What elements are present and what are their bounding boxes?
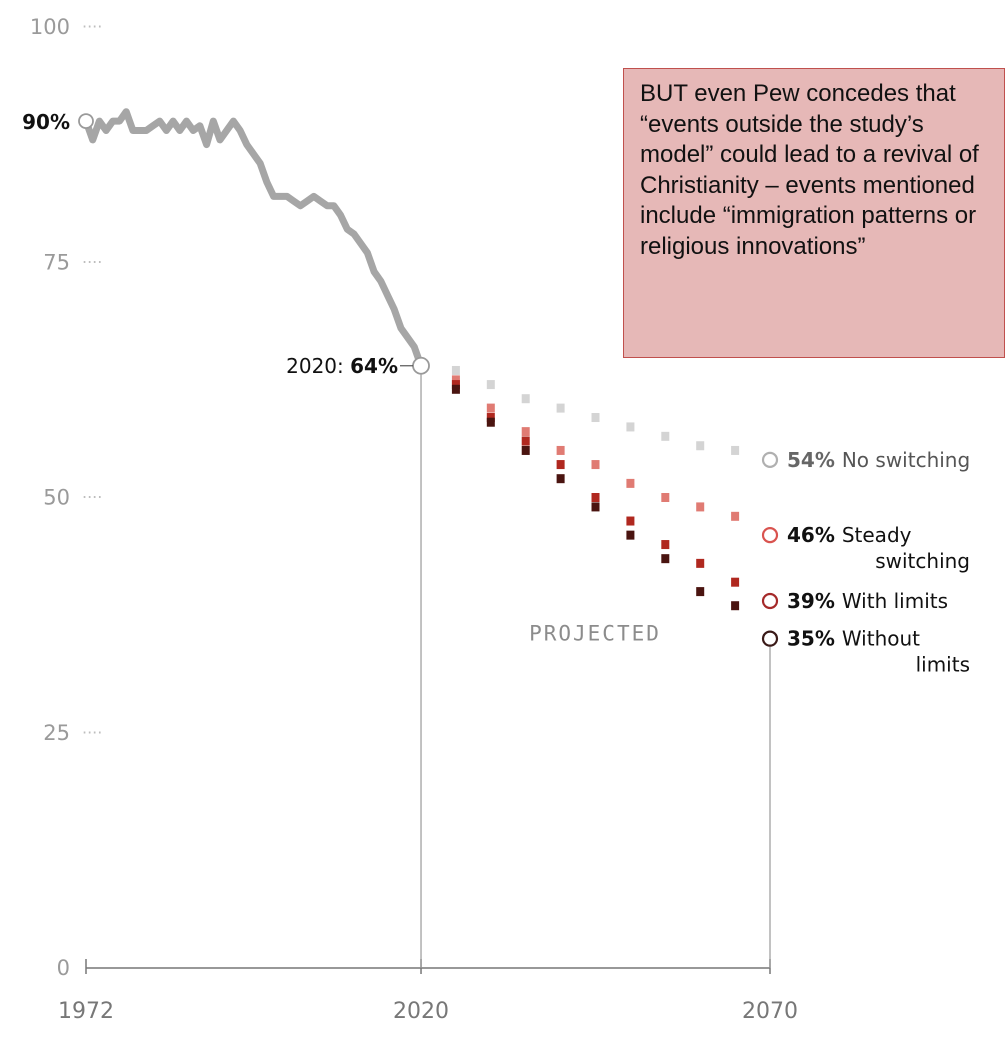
y-tick-label: 25 bbox=[43, 721, 70, 745]
y-axis-ticks: 100 ···· 75 ···· 50 ···· 25 ···· 0 bbox=[30, 15, 102, 980]
series-no-switching bbox=[451, 365, 779, 468]
projection-point bbox=[486, 417, 495, 427]
series-end-value: 46% bbox=[787, 523, 842, 547]
projection-point bbox=[626, 530, 635, 540]
projection-point bbox=[731, 601, 740, 611]
projection-point bbox=[626, 422, 635, 432]
x-tick-label: 2070 bbox=[742, 999, 798, 1024]
end-marker bbox=[761, 527, 779, 544]
series-end-label: 54% No switching bbox=[787, 448, 970, 472]
y-tick-dots: ···· bbox=[82, 488, 102, 507]
y-tick-label: 0 bbox=[57, 956, 70, 980]
projection-point bbox=[661, 554, 670, 564]
y-tick-label: 100 bbox=[30, 15, 70, 39]
series-end-label: 46% Steady bbox=[787, 523, 912, 547]
projection-point bbox=[556, 403, 565, 413]
historical-series bbox=[78, 108, 430, 375]
series-name-line2: limits bbox=[916, 653, 970, 677]
series-end-value: 39% bbox=[787, 589, 842, 613]
projection-point bbox=[451, 380, 460, 390]
callout-text: BUT even Pew concedes that “events outsi… bbox=[640, 80, 979, 260]
label-2020: 2020: 64% bbox=[286, 354, 398, 378]
projection-point bbox=[661, 431, 670, 441]
projection-point bbox=[661, 540, 670, 550]
historical-line bbox=[82, 108, 425, 370]
projection-point bbox=[591, 460, 600, 470]
start-marker bbox=[78, 113, 94, 129]
projection-point bbox=[731, 445, 740, 455]
series-name: With limits bbox=[842, 589, 948, 613]
y-tick-label: 75 bbox=[43, 250, 70, 274]
series-end-label: 35% Without bbox=[787, 627, 920, 651]
series-with-limits bbox=[451, 380, 779, 610]
label-2020-prefix: 2020: bbox=[286, 354, 350, 378]
projection-point bbox=[696, 441, 705, 451]
label-2020-value: 64% bbox=[350, 354, 398, 378]
series-end-label: 39% With limits bbox=[787, 589, 948, 613]
projection-point bbox=[626, 478, 635, 488]
marker-2020 bbox=[412, 356, 430, 375]
projection-point bbox=[521, 394, 530, 404]
series-name: Steady bbox=[842, 523, 912, 547]
start-value-label: 90% bbox=[22, 110, 70, 134]
projection-point bbox=[556, 460, 565, 470]
projection-point bbox=[486, 380, 495, 390]
projection-point bbox=[521, 436, 530, 446]
projection-point bbox=[591, 502, 600, 512]
projection-point bbox=[451, 365, 460, 375]
y-tick-label: 50 bbox=[43, 486, 70, 510]
projection-point bbox=[626, 516, 635, 526]
projection-series bbox=[451, 365, 779, 647]
projection-point bbox=[696, 502, 705, 512]
projection-point bbox=[486, 413, 495, 423]
axes: 1972 2020 2070 bbox=[58, 373, 798, 1024]
series-end-value: 35% bbox=[787, 627, 842, 651]
y-tick-dots: ···· bbox=[82, 723, 102, 742]
projection-point bbox=[451, 384, 460, 394]
callout-box: BUT even Pew concedes that “events outsi… bbox=[623, 68, 1005, 358]
projection-point bbox=[731, 577, 740, 587]
end-marker bbox=[761, 451, 779, 468]
projection-point bbox=[486, 403, 495, 413]
projection-point bbox=[591, 493, 600, 502]
projection-point bbox=[556, 445, 565, 455]
y-tick-dots: ···· bbox=[82, 252, 102, 271]
projection-point bbox=[731, 511, 740, 521]
series-without bbox=[451, 384, 779, 647]
projection-point bbox=[696, 587, 705, 597]
projection-point bbox=[521, 427, 530, 437]
projection-point bbox=[591, 413, 600, 423]
series-name: No switching bbox=[842, 448, 970, 472]
projection-point bbox=[556, 474, 565, 484]
series-end-value: 54% bbox=[787, 448, 842, 472]
end-marker bbox=[761, 630, 779, 647]
series-name-line2: switching bbox=[875, 549, 970, 573]
projection-point bbox=[521, 445, 530, 455]
projection-point bbox=[451, 375, 460, 385]
x-tick-label: 1972 bbox=[58, 999, 114, 1024]
projection-point bbox=[661, 493, 670, 502]
projection-point bbox=[696, 558, 705, 568]
series-steady bbox=[451, 375, 779, 544]
x-tick-label: 2020 bbox=[393, 999, 449, 1024]
end-marker bbox=[761, 592, 779, 610]
series-name: Without bbox=[842, 627, 920, 651]
projected-label: PROJECTED bbox=[529, 622, 661, 646]
y-tick-dots: ···· bbox=[82, 17, 102, 36]
